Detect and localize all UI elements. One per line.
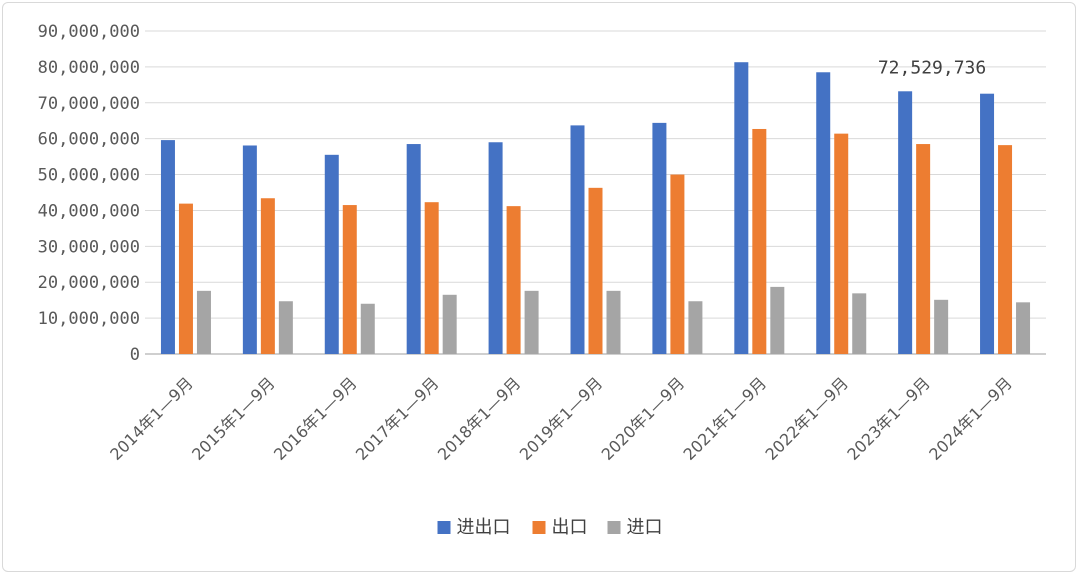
bar-进出口-2024年1—9月	[980, 93, 995, 354]
y-tick-label: 0	[130, 345, 140, 365]
bar-进口-2016年1—9月	[360, 303, 375, 354]
bar-进口-2015年1—9月	[278, 301, 293, 354]
y-tick-label: 20,000,000	[38, 273, 140, 293]
y-axis-tick-labels: 0 10,000,000 20,000,000 30,000,000 40,000,00…	[38, 22, 140, 365]
bar-进出口-2016年1—9月	[324, 154, 339, 354]
y-tick-label: 60,000,000	[38, 130, 140, 150]
y-tick-label: 10,000,000	[38, 309, 140, 329]
x-tick-label: 2017年1—9月	[352, 373, 443, 464]
bar-进出口-2014年1—9月	[160, 140, 175, 354]
bars	[160, 62, 1031, 355]
bar-进口-2019年1—9月	[606, 290, 621, 354]
bar-进口-2023年1—9月	[934, 299, 949, 354]
bar-出口-2014年1—9月	[178, 203, 193, 354]
legend-label: 进出口	[457, 517, 511, 538]
bar-出口-2016年1—9月	[342, 205, 357, 354]
x-tick-label: 2016年1—9月	[270, 373, 361, 464]
bar-进出口-2023年1—9月	[898, 91, 913, 354]
bar-进出口-2018年1—9月	[488, 142, 503, 354]
bar-进口-2021年1—9月	[770, 286, 785, 354]
x-tick-label: 2021年1—9月	[680, 373, 771, 464]
bar-出口-2022年1—9月	[834, 133, 849, 354]
x-axis-tick-labels: 2014年1—9月2015年1—9月2016年1—9月2017年1—9月2018…	[106, 373, 1016, 464]
x-tick-label: 2023年1—9月	[843, 373, 934, 464]
bar-出口-2015年1—9月	[260, 198, 275, 354]
bar-进口-2020年1—9月	[688, 301, 703, 354]
legend-swatch	[607, 521, 621, 534]
x-tick-label: 2022年1—9月	[761, 373, 852, 464]
legend-swatch	[532, 521, 546, 534]
bar-出口-2017年1—9月	[424, 202, 439, 354]
x-tick-label: 2014年1—9月	[106, 373, 197, 464]
y-tick-label: 90,000,000	[38, 22, 140, 42]
bar-进出口-2021年1—9月	[734, 62, 749, 355]
bar-进出口-2020年1—9月	[652, 122, 667, 355]
bar-进口-2017年1—9月	[442, 294, 457, 354]
bar-进口-2022年1—9月	[852, 293, 867, 354]
legend: 进出口 出口 进口	[437, 517, 663, 538]
y-tick-label: 80,000,000	[38, 58, 140, 78]
x-tick-label: 2019年1—9月	[516, 373, 607, 464]
bar-出口-2024年1—9月	[998, 145, 1013, 354]
bar-进出口-2015年1—9月	[242, 145, 257, 354]
bar-进出口-2022年1—9月	[816, 72, 831, 355]
x-tick-label: 2020年1—9月	[598, 373, 689, 464]
legend-swatch	[437, 521, 451, 534]
annotations: 72,529,736	[878, 58, 986, 79]
bar-进出口-2017年1—9月	[406, 144, 421, 354]
bar-出口-2021年1—9月	[752, 128, 767, 354]
x-tick-label: 2018年1—9月	[434, 373, 525, 464]
bar-出口-2020年1—9月	[670, 174, 685, 354]
legend-label: 进口	[627, 517, 663, 538]
bar-进口-2018年1—9月	[524, 290, 539, 354]
y-tick-label: 70,000,000	[38, 94, 140, 114]
bar-出口-2018年1—9月	[506, 206, 521, 354]
bar-进口-2024年1—9月	[1016, 302, 1031, 354]
y-tick-label: 30,000,000	[38, 237, 140, 257]
x-tick-label: 2015年1—9月	[188, 373, 279, 464]
data-label: 72,529,736	[878, 58, 986, 79]
bar-进口-2014年1—9月	[196, 290, 211, 354]
bar-出口-2019年1—9月	[588, 187, 603, 354]
y-tick-label: 40,000,000	[38, 201, 140, 221]
bar-进出口-2019年1—9月	[570, 125, 585, 354]
y-tick-label: 50,000,000	[38, 166, 140, 186]
bar-出口-2023年1—9月	[916, 144, 931, 354]
x-tick-label: 2024年1—9月	[925, 373, 1016, 464]
legend-label: 出口	[552, 517, 588, 538]
